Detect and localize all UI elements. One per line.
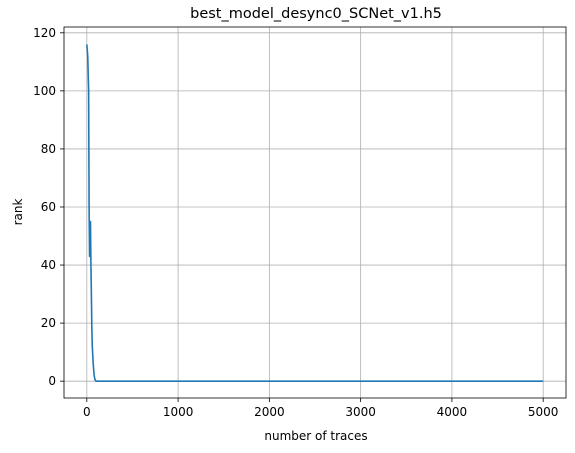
x-tick-label: 1000 bbox=[163, 405, 194, 419]
x-tick-label: 4000 bbox=[437, 405, 468, 419]
y-tick-label: 100 bbox=[33, 84, 56, 98]
x-tick-label: 5000 bbox=[528, 405, 559, 419]
y-tick-label: 20 bbox=[41, 316, 56, 330]
y-axis: 0 20 40 60 80 100 120 bbox=[33, 26, 64, 388]
y-tick-label: 40 bbox=[41, 258, 56, 272]
y-tick-label: 60 bbox=[41, 200, 56, 214]
y-tick-label: 80 bbox=[41, 142, 56, 156]
x-axis: 0 1000 2000 3000 4000 5000 bbox=[83, 398, 558, 419]
series-line-rank bbox=[86, 44, 544, 382]
series-layer bbox=[86, 44, 544, 382]
x-tick-label: 2000 bbox=[254, 405, 285, 419]
x-axis-label: number of traces bbox=[264, 429, 367, 443]
x-tick-label: 0 bbox=[83, 405, 91, 419]
y-axis-label: rank bbox=[11, 199, 25, 226]
y-tick-label: 0 bbox=[48, 374, 56, 388]
x-tick-label: 3000 bbox=[345, 405, 376, 419]
chart-title: best_model_desync0_SCNet_v1.h5 bbox=[190, 6, 442, 22]
y-tick-label: 120 bbox=[33, 26, 56, 40]
plot-frame bbox=[63, 26, 567, 399]
grid bbox=[64, 27, 566, 398]
